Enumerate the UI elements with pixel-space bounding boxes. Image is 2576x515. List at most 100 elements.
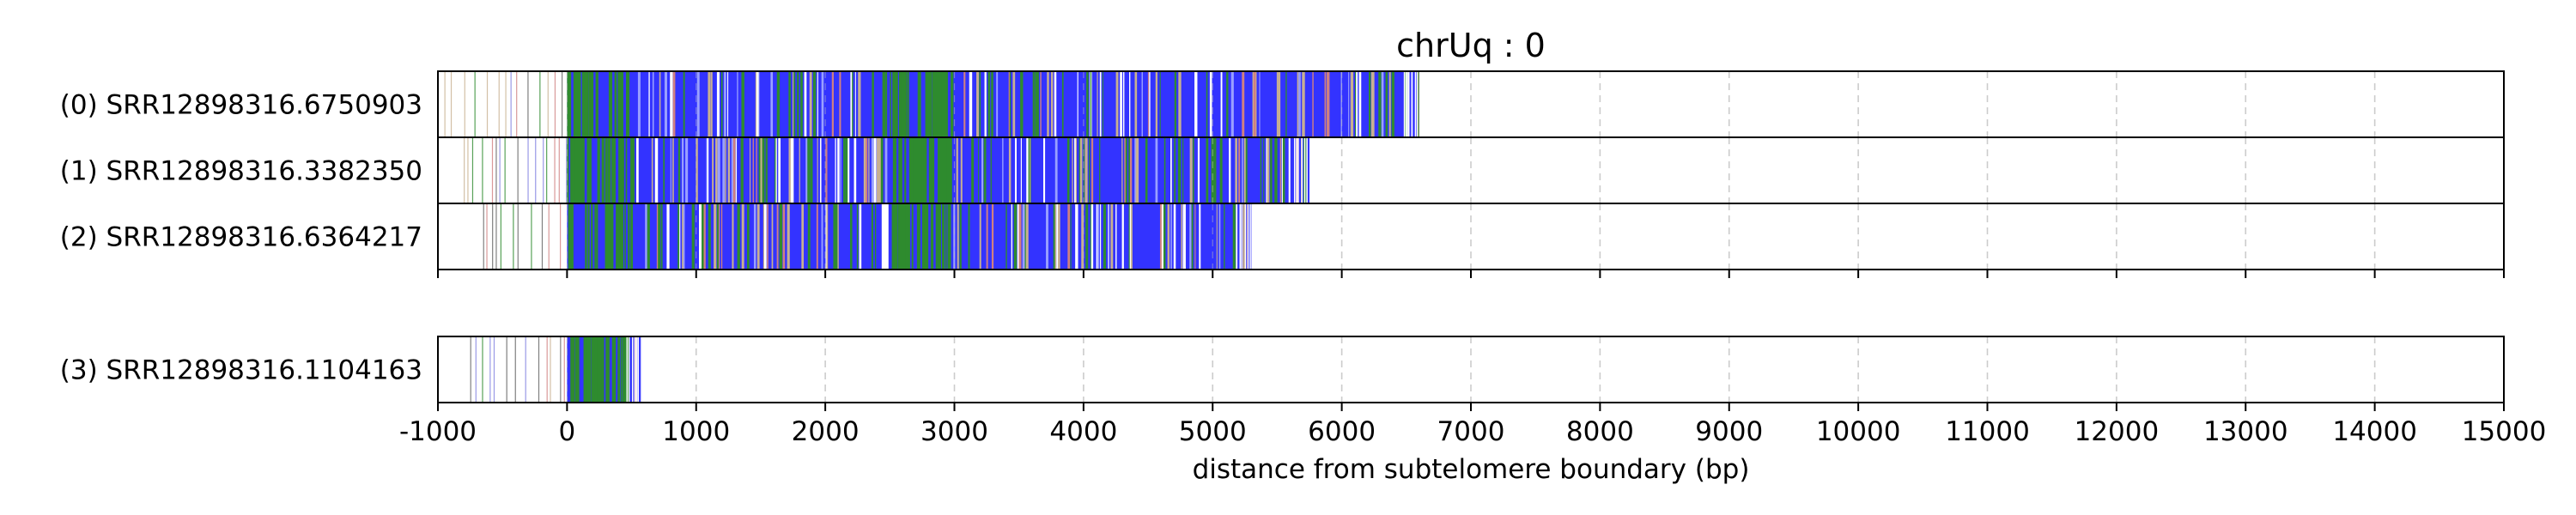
repeat-stripe (612, 137, 615, 203)
repeat-stripe (626, 71, 630, 137)
repeat-stripe (825, 137, 828, 203)
repeat-stripe (601, 137, 605, 203)
repeat-stripe (1070, 203, 1072, 270)
repeat-stripe (1405, 71, 1407, 137)
repeat-stripe (1075, 137, 1077, 203)
repeat-stripe (1014, 137, 1017, 203)
repeat-stripe (1276, 71, 1279, 137)
repeat-stripe (758, 137, 762, 203)
repeat-stripe (1134, 137, 1137, 203)
repeat-stripe (1194, 203, 1196, 270)
repeat-stripe (1040, 71, 1042, 137)
x-tick-label: 9000 (1695, 416, 1763, 447)
repeat-stripe (905, 203, 909, 270)
repeat-stripe (1193, 137, 1194, 203)
repeat-stripe (990, 137, 992, 203)
repeat-stripe (905, 71, 907, 137)
repeat-stripe (810, 137, 813, 203)
repeat-stripe (1418, 71, 1419, 137)
repeat-stripe (732, 137, 736, 203)
repeat-stripe (1122, 71, 1125, 137)
repeat-stripe (637, 336, 640, 403)
repeat-stripe (885, 71, 888, 137)
read-track: (1) SRR12898316.3382350 (60, 136, 2505, 204)
repeat-stripe (1173, 203, 1176, 270)
repeat-stripe (1149, 71, 1151, 137)
repeat-stripe (1100, 203, 1102, 270)
repeat-stripe (698, 203, 702, 270)
repeat-stripe (1244, 203, 1247, 270)
repeat-stripe (996, 71, 999, 137)
repeat-stripe (1381, 71, 1384, 137)
repeat-stripe (1189, 203, 1192, 270)
repeat-stripe (605, 137, 608, 203)
read-track: (3) SRR12898316.1104163 (60, 336, 2505, 403)
repeat-stripe (1129, 137, 1133, 203)
repeat-stripe (707, 137, 709, 203)
repeat-stripe (634, 336, 638, 403)
repeat-stripe (1087, 71, 1089, 137)
repeat-stripe (1229, 137, 1231, 203)
repeat-stripe (929, 71, 933, 137)
repeat-stripe (776, 71, 781, 137)
repeat-stripe (1013, 203, 1018, 270)
repeat-stripe (1348, 71, 1350, 137)
repeat-stripe (1182, 137, 1184, 203)
repeat-stripe (835, 203, 838, 270)
repeat-stripe (991, 71, 993, 137)
repeat-stripe (987, 71, 991, 137)
repeat-stripe (978, 137, 980, 203)
repeat-stripe (610, 203, 614, 270)
repeat-stripe (677, 203, 680, 270)
repeat-stripe (1226, 71, 1229, 137)
repeat-stripe (1378, 71, 1382, 137)
repeat-stripe (901, 71, 906, 137)
repeat-stripe (763, 203, 767, 270)
repeat-stripe (735, 137, 738, 203)
repeat-stripe (658, 203, 661, 270)
repeat-stripe (852, 71, 854, 137)
repeat-stripe (1170, 203, 1172, 270)
repeat-stripe (660, 203, 663, 270)
repeat-stripe (1206, 71, 1208, 137)
repeat-stripe (942, 203, 945, 270)
repeat-stripe (517, 203, 519, 270)
repeat-stripe (628, 203, 630, 270)
repeat-stripe (819, 137, 822, 203)
repeat-stripe (586, 336, 592, 403)
repeat-stripe (1097, 203, 1100, 270)
repeat-stripe (892, 137, 897, 203)
repeat-stripe (444, 71, 446, 137)
repeat-stripe (1018, 203, 1022, 270)
repeat-stripe (647, 203, 650, 270)
repeat-stripe (639, 71, 641, 137)
repeat-stripe (894, 203, 898, 270)
repeat-stripe (932, 137, 935, 203)
repeat-stripe (1242, 137, 1243, 203)
repeat-stripe (960, 137, 963, 203)
repeat-stripe (1278, 71, 1281, 137)
repeat-stripe (1391, 71, 1394, 137)
repeat-stripe (504, 137, 506, 203)
repeat-stripe (821, 203, 823, 270)
repeat-stripe (950, 71, 954, 137)
repeat-stripe (804, 71, 807, 137)
repeat-stripe (1128, 137, 1131, 203)
repeat-stripe (535, 137, 537, 203)
repeat-stripe (1134, 71, 1138, 137)
repeat-stripe (898, 71, 902, 137)
repeat-stripe (579, 71, 581, 137)
repeat-stripe (573, 71, 578, 137)
repeat-stripe (685, 137, 689, 203)
repeat-stripe (531, 203, 532, 270)
repeat-stripe (585, 203, 587, 270)
repeat-stripe (538, 336, 540, 403)
repeat-stripe (971, 137, 975, 203)
repeat-stripe (450, 71, 453, 137)
repeat-stripe (1115, 203, 1117, 270)
chart-title: chrUq : 0 (1396, 27, 1546, 64)
repeat-stripe (607, 137, 611, 203)
repeat-stripe (937, 203, 939, 270)
repeat-stripe (1046, 203, 1048, 270)
repeat-stripe (1270, 137, 1273, 203)
